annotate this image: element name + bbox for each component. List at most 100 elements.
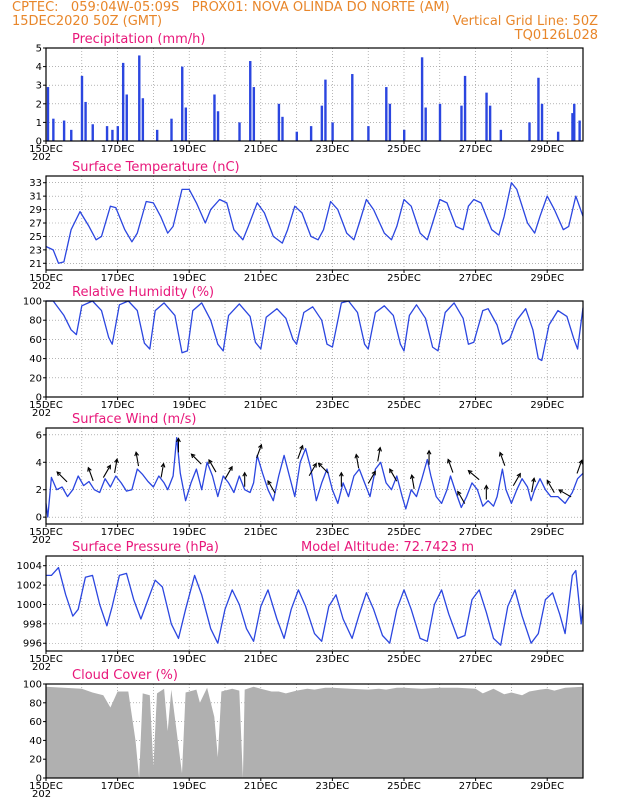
y-tick-label: 2 — [36, 485, 42, 496]
header-line2-left: 15DEC2020 50Z (GMT) — [12, 14, 163, 29]
wind-arrow — [297, 444, 304, 460]
wind-arrow-shaft — [531, 478, 535, 493]
precip-bar — [105, 126, 109, 141]
y-tick-label: 100 — [23, 680, 42, 691]
y-tick-label: 40 — [29, 736, 42, 747]
wind-arrow-head — [87, 466, 92, 472]
x-tick-label: 27DEC — [459, 273, 493, 284]
x-tick-label: 15DEC — [29, 400, 63, 411]
wind-arrow — [242, 471, 248, 487]
wind-arrow-shaft — [546, 480, 555, 493]
precip-bar — [238, 122, 241, 141]
wind-arrow-head — [546, 479, 551, 485]
x-tick-label: 23DEC — [316, 273, 350, 284]
x-tick-label: 25DEC — [387, 654, 421, 665]
wind-arrow — [447, 458, 454, 473]
y-tick-label: 1000 — [17, 600, 42, 611]
model-altitude: Model Altitude: 72.7423 m — [301, 540, 474, 555]
y-tick-label: 0 — [36, 513, 42, 524]
precip-bar — [138, 55, 141, 141]
precip-bar — [216, 111, 220, 141]
wind-arrow-head — [56, 471, 62, 477]
wind-arrow — [102, 464, 111, 478]
wind-arrow — [56, 471, 68, 483]
y-tick-label: 0 — [36, 393, 42, 404]
precip-bar — [252, 87, 256, 141]
wind-arrow-shaft — [447, 459, 454, 473]
panel-precip: 0 1 2 3 4 5 15DEC 17DEC 19DEC 21DEC 23DEC 25DEC 27DE… — [29, 32, 584, 163]
x-tick-label: 21DEC — [244, 144, 278, 155]
precip-bar — [320, 105, 324, 141]
wind-arrow — [267, 479, 276, 494]
x-tick-label: 15DEC — [29, 527, 63, 538]
x-tick-label: 19DEC — [172, 273, 206, 284]
y-tick-label: 20 — [29, 373, 42, 384]
precip-bar — [70, 129, 73, 141]
wind-arrow-shaft — [297, 445, 304, 460]
x-tick-label: 23DEC — [316, 654, 350, 665]
wind-arrow-head — [377, 446, 382, 452]
series-line-press — [46, 566, 584, 646]
wind-arrow-shaft — [135, 452, 140, 467]
wind-arrow — [114, 457, 119, 473]
precip-bar — [181, 66, 184, 141]
wind-arrow-head — [558, 489, 564, 494]
panel-frame — [45, 300, 584, 398]
panel-frame — [45, 47, 584, 142]
precip-bar — [578, 120, 581, 141]
x-tick-label: 17DEC — [101, 400, 135, 411]
y-tick-label: 60 — [29, 717, 42, 728]
wind-arrow-shaft — [114, 459, 118, 473]
series-line-temp — [45, 182, 584, 264]
wind-arrow-head — [338, 471, 344, 477]
x-year-stub: 202 — [32, 535, 51, 546]
precip-bar — [403, 129, 406, 141]
wind-arrow-shaft — [499, 452, 506, 466]
precip-bar — [309, 126, 313, 141]
precip-bar — [463, 75, 467, 141]
x-tick-label: 15DEC — [29, 781, 63, 792]
panel-title: Surface Temperature (nC) — [72, 160, 240, 175]
y-tick-label: 80 — [29, 316, 42, 327]
wind-arrow-head — [498, 451, 504, 457]
y-tick-label: 29 — [29, 205, 42, 216]
precip-bar — [184, 107, 188, 141]
wind-arrow-shaft — [208, 459, 217, 473]
wind-arrow-head — [354, 453, 360, 459]
wind-arrow — [512, 472, 521, 487]
wind-arrow — [409, 473, 415, 489]
wind-arrow-shaft — [355, 454, 360, 469]
panel-title: Relative Humidity (%) — [72, 285, 214, 300]
precip-bar — [324, 79, 327, 141]
x-tick-label: 27DEC — [459, 144, 493, 155]
y-tick-label: 100 — [23, 297, 42, 308]
x-tick-label: 15DEC — [29, 654, 63, 665]
x-tick-label: 29DEC — [530, 400, 564, 411]
wind-arrow-shaft — [56, 471, 68, 483]
wind-arrow — [367, 470, 376, 484]
precip-bar — [537, 77, 540, 141]
x-year-stub: 202 — [32, 281, 51, 292]
wind-arrow-head — [531, 477, 536, 483]
wind-arrow-shaft — [468, 470, 480, 481]
wind-arrow — [317, 462, 329, 474]
wind-arrow-head — [516, 472, 521, 478]
x-tick-label: 25DEC — [387, 527, 421, 538]
x-tick-label: 21DEC — [244, 400, 278, 411]
precip-bar — [141, 98, 145, 141]
x-tick-label: 21DEC — [244, 273, 278, 284]
x-tick-label: 27DEC — [459, 527, 493, 538]
wind-arrow — [87, 466, 94, 481]
wind-arrow — [256, 443, 263, 459]
precip-bar — [155, 129, 159, 141]
x-tick-label: 23DEC — [316, 400, 350, 411]
wind-arrow-head — [134, 451, 140, 457]
precip-bar — [281, 116, 284, 141]
wind-arrow-head — [258, 443, 263, 449]
panel-frame — [45, 555, 584, 652]
wind-arrow-head — [317, 462, 323, 468]
y-tick-label: 0 — [36, 774, 42, 785]
wind-arrow-shaft — [457, 491, 466, 504]
y-tick-label: 0 — [36, 137, 42, 148]
